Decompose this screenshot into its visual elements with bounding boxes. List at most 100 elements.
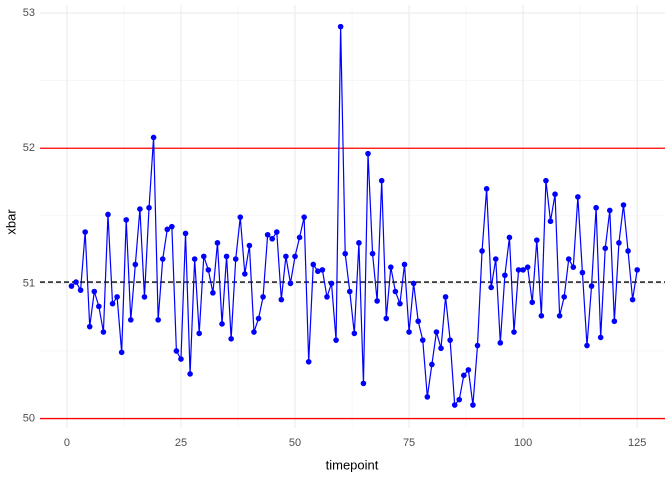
x-tick-label: 75 bbox=[403, 437, 415, 449]
point bbox=[328, 280, 335, 287]
point bbox=[575, 194, 581, 200]
point bbox=[150, 134, 157, 141]
point bbox=[579, 269, 586, 276]
point bbox=[492, 256, 499, 262]
point bbox=[141, 294, 148, 300]
x-tick-label: 100 bbox=[514, 437, 532, 449]
point bbox=[552, 191, 558, 198]
point bbox=[200, 253, 207, 260]
point bbox=[470, 402, 476, 408]
point bbox=[269, 235, 276, 242]
point bbox=[584, 342, 590, 349]
point bbox=[118, 349, 125, 356]
point bbox=[442, 294, 449, 300]
point bbox=[388, 264, 394, 270]
point bbox=[611, 318, 618, 325]
point bbox=[73, 279, 79, 285]
x-tick-label: 0 bbox=[64, 437, 70, 449]
point bbox=[178, 356, 184, 362]
y-tick-label: 50 bbox=[23, 412, 35, 424]
point bbox=[506, 234, 513, 241]
point bbox=[392, 288, 399, 295]
point bbox=[337, 23, 344, 30]
point bbox=[310, 261, 317, 268]
point bbox=[588, 283, 595, 289]
point bbox=[419, 337, 426, 343]
point bbox=[570, 264, 577, 270]
point bbox=[223, 253, 230, 260]
y-tick-label: 53 bbox=[23, 7, 35, 19]
point bbox=[324, 294, 330, 300]
point bbox=[602, 245, 609, 252]
point bbox=[273, 229, 280, 235]
point bbox=[369, 250, 376, 257]
point bbox=[365, 150, 371, 157]
y-tick-label: 51 bbox=[23, 277, 35, 289]
point bbox=[169, 223, 175, 230]
point bbox=[465, 367, 472, 373]
point bbox=[593, 204, 599, 211]
y-axis-title: xbar bbox=[3, 209, 18, 235]
point bbox=[456, 396, 463, 403]
x-tick-label: 50 bbox=[289, 437, 301, 449]
point bbox=[210, 290, 216, 296]
point bbox=[214, 240, 221, 246]
point bbox=[255, 315, 262, 322]
point bbox=[356, 240, 362, 246]
point bbox=[556, 313, 563, 319]
point bbox=[264, 231, 271, 238]
point bbox=[625, 248, 631, 254]
point bbox=[146, 204, 152, 211]
point bbox=[561, 294, 567, 300]
point bbox=[565, 256, 572, 262]
point bbox=[296, 234, 303, 241]
point bbox=[127, 317, 134, 323]
point bbox=[378, 177, 385, 184]
x-axis-title: timepoint bbox=[326, 457, 379, 472]
point bbox=[196, 330, 203, 337]
point bbox=[629, 296, 636, 303]
point bbox=[520, 267, 526, 273]
point bbox=[483, 185, 490, 192]
point bbox=[137, 206, 143, 212]
point bbox=[82, 229, 88, 235]
point bbox=[342, 250, 349, 257]
point bbox=[360, 380, 367, 387]
point bbox=[287, 280, 294, 287]
point bbox=[597, 334, 604, 341]
point bbox=[77, 287, 84, 293]
point bbox=[406, 329, 412, 335]
point bbox=[301, 214, 307, 220]
point bbox=[474, 342, 481, 349]
point bbox=[114, 294, 120, 300]
point bbox=[305, 358, 312, 365]
point bbox=[105, 211, 111, 218]
point bbox=[410, 280, 417, 287]
point bbox=[96, 303, 102, 310]
point bbox=[488, 284, 494, 291]
x-tick-label: 125 bbox=[628, 437, 646, 449]
point bbox=[511, 329, 517, 335]
point bbox=[515, 267, 522, 273]
point bbox=[502, 272, 508, 279]
point bbox=[451, 402, 458, 408]
point bbox=[447, 337, 453, 343]
point bbox=[424, 394, 431, 400]
point bbox=[634, 267, 640, 273]
point bbox=[68, 283, 75, 289]
point bbox=[283, 253, 289, 260]
point bbox=[173, 348, 180, 354]
point bbox=[278, 296, 285, 303]
point bbox=[182, 230, 189, 237]
point bbox=[228, 336, 234, 342]
point bbox=[246, 242, 253, 249]
point bbox=[123, 217, 130, 223]
point bbox=[415, 318, 421, 325]
point bbox=[109, 300, 116, 307]
point bbox=[438, 345, 444, 352]
point bbox=[616, 240, 622, 246]
point bbox=[86, 323, 93, 330]
point bbox=[497, 340, 504, 346]
point bbox=[374, 298, 380, 304]
point bbox=[383, 315, 390, 322]
